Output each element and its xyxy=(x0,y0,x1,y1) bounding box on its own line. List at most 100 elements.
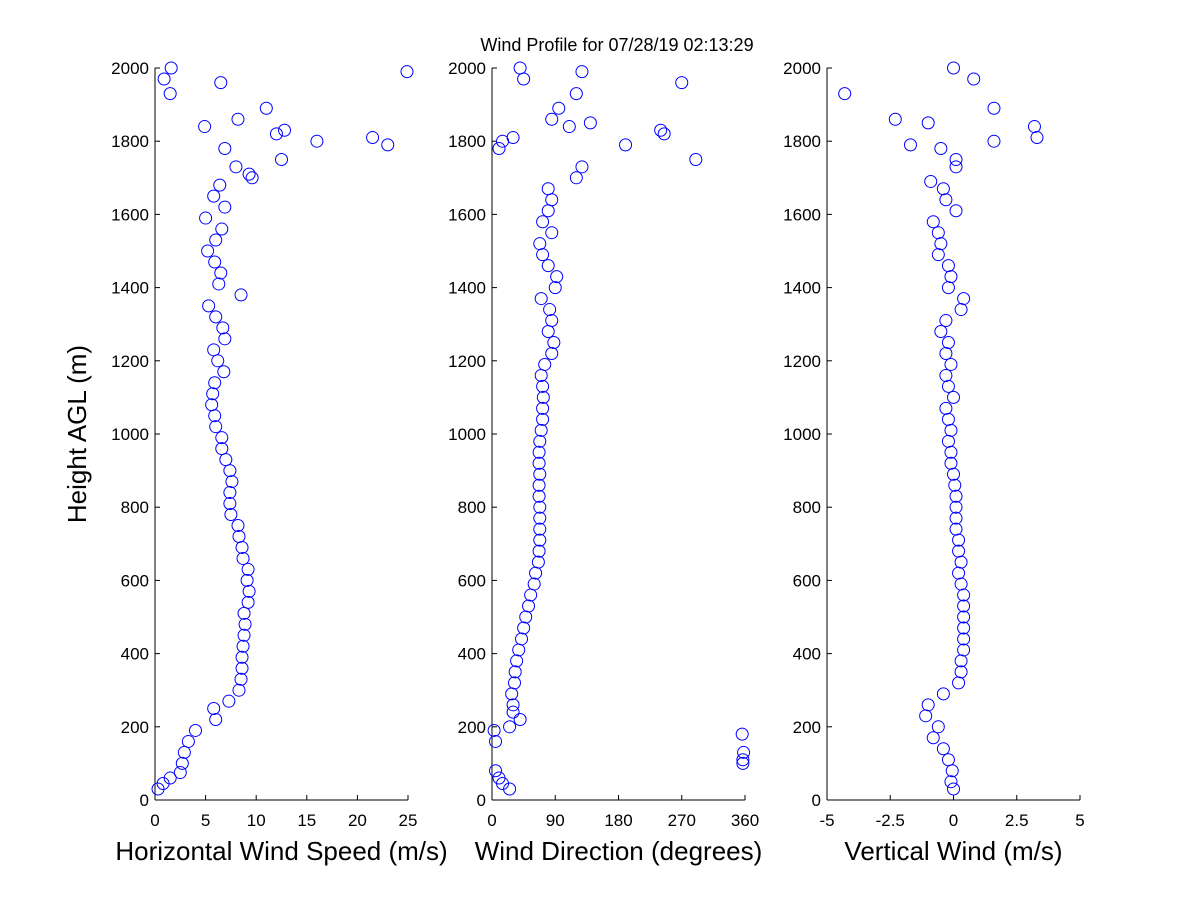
data-point xyxy=(202,299,216,313)
figure-title: Wind Profile for 07/28/19 02:13:29 xyxy=(480,35,753,55)
data-point xyxy=(223,497,237,511)
data-point xyxy=(541,259,555,273)
data-point xyxy=(235,661,249,675)
data-point xyxy=(547,336,561,349)
y-tick-label: 0 xyxy=(140,791,149,810)
data-point xyxy=(949,153,963,166)
data-point xyxy=(921,698,935,712)
data-point xyxy=(548,281,562,295)
y-tick-label: 400 xyxy=(458,645,486,664)
data-point xyxy=(735,727,749,741)
data-point xyxy=(527,577,541,591)
data-point xyxy=(944,456,958,470)
data-point xyxy=(201,244,215,258)
data-point xyxy=(198,120,212,134)
data-point xyxy=(522,599,536,613)
data-point xyxy=(575,160,589,174)
data-point xyxy=(269,127,283,141)
data-point xyxy=(939,368,953,382)
data-point xyxy=(506,698,520,712)
data-point xyxy=(213,178,227,192)
data-point xyxy=(543,303,557,317)
data-point xyxy=(931,226,945,240)
data-point xyxy=(224,508,238,522)
x-tick-label: 0 xyxy=(487,811,496,830)
y-tick-label: 1200 xyxy=(783,352,821,371)
data-point xyxy=(229,160,243,174)
data-point xyxy=(238,617,252,631)
data-point xyxy=(967,72,981,86)
data-point xyxy=(218,332,232,346)
data-point xyxy=(208,376,222,390)
data-point xyxy=(949,489,963,503)
data-point xyxy=(205,398,219,412)
data-point xyxy=(503,720,517,734)
data-point xyxy=(541,182,555,196)
data-point xyxy=(223,486,237,500)
data-point xyxy=(207,189,221,203)
data-point xyxy=(944,775,958,789)
data-point xyxy=(532,544,546,558)
y-tick-label: 1200 xyxy=(111,352,149,371)
y-tick-label: 1000 xyxy=(111,425,149,444)
data-point xyxy=(231,519,245,532)
data-point xyxy=(381,138,395,152)
data-point xyxy=(987,134,1001,148)
data-point xyxy=(492,771,506,785)
data-point xyxy=(237,628,251,642)
data-point xyxy=(214,76,228,90)
data-point xyxy=(235,650,249,664)
data-point xyxy=(941,336,955,349)
data-point xyxy=(689,153,703,166)
data-point xyxy=(241,562,255,576)
y-tick-label: 600 xyxy=(121,571,149,590)
data-point xyxy=(533,522,547,536)
data-point xyxy=(924,174,938,188)
data-point xyxy=(208,255,222,269)
data-point xyxy=(675,76,689,90)
data-point xyxy=(259,101,273,115)
data-point xyxy=(278,123,292,137)
data-point xyxy=(939,314,953,328)
data-point xyxy=(209,712,223,726)
x-tick-label: 90 xyxy=(546,811,565,830)
data-point xyxy=(215,222,229,236)
data-point xyxy=(941,259,955,273)
data-point xyxy=(534,423,548,437)
data-point xyxy=(215,442,229,456)
data-point xyxy=(513,712,527,726)
y-tick-label: 0 xyxy=(812,791,821,810)
data-point xyxy=(489,764,503,778)
x-tick-label: 270 xyxy=(668,811,696,830)
data-point xyxy=(921,116,935,130)
data-point xyxy=(736,756,750,770)
data-point xyxy=(926,731,940,745)
y-tick-label: 400 xyxy=(121,645,149,664)
data-point xyxy=(569,87,583,101)
data-point xyxy=(552,101,566,115)
data-point xyxy=(533,434,547,448)
data-point xyxy=(545,226,559,240)
data-point xyxy=(218,200,232,214)
data-point xyxy=(936,742,950,756)
data-point xyxy=(506,705,520,719)
y-tick-label: 1200 xyxy=(448,352,486,371)
data-point xyxy=(562,120,576,134)
data-point xyxy=(163,87,177,101)
data-point xyxy=(241,595,255,609)
x-tick-label: 0 xyxy=(949,811,958,830)
data-point xyxy=(533,533,547,547)
data-point xyxy=(236,551,250,565)
data-point xyxy=(181,734,195,748)
data-point xyxy=(209,420,223,434)
x-tick-label: 5 xyxy=(201,811,210,830)
data-point xyxy=(957,621,971,635)
data-point xyxy=(240,573,254,587)
data-point xyxy=(534,292,548,306)
x-axis-label: Vertical Wind (m/s) xyxy=(844,836,1062,866)
data-point xyxy=(536,215,550,229)
data-point xyxy=(947,61,960,75)
data-point xyxy=(936,687,950,701)
data-point xyxy=(242,167,256,181)
